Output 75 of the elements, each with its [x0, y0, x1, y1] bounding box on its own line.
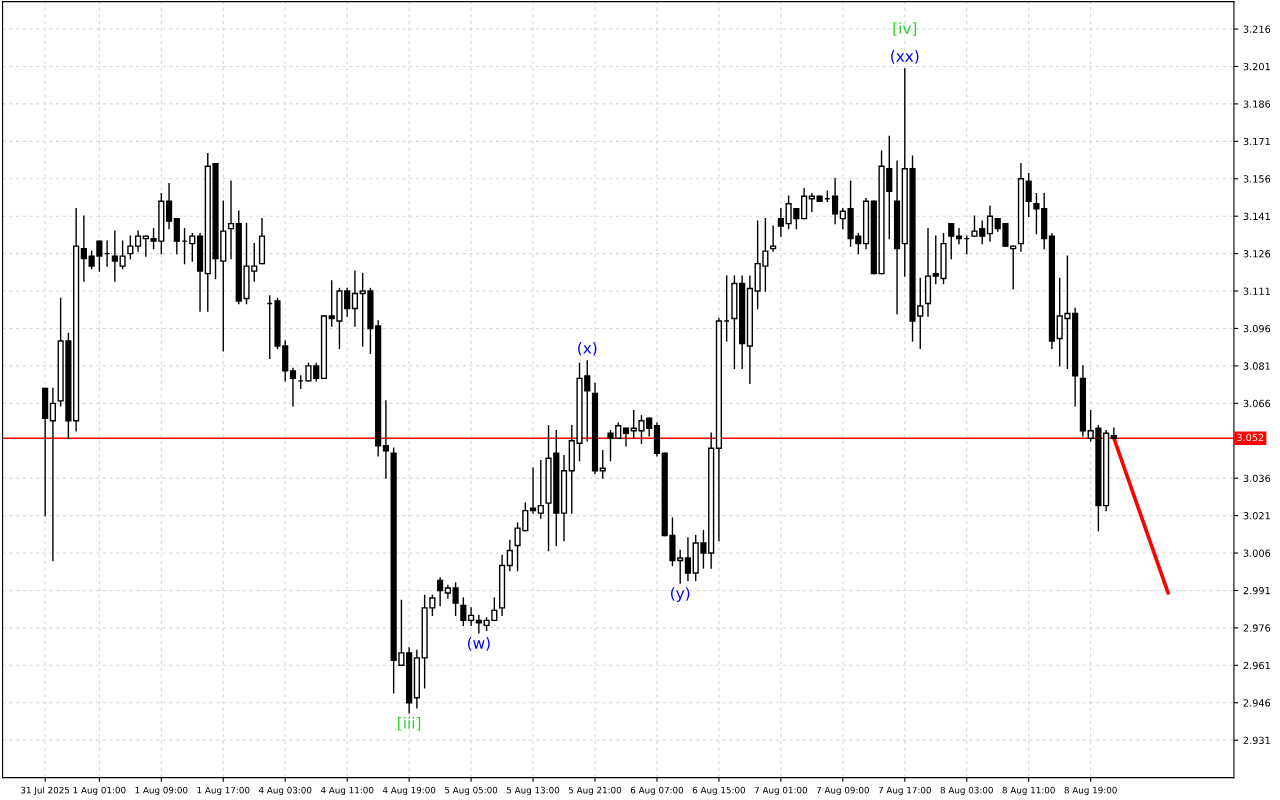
candlestick: [49, 387, 56, 562]
x-tick-label: 5 Aug 13:00: [507, 786, 560, 796]
y-tick-label: 3.066: [1243, 399, 1271, 408]
x-tick-label: 1 Aug 01:00: [73, 786, 126, 796]
candlestick: [119, 240, 126, 270]
candlestick: [801, 188, 808, 220]
candlestick: [468, 607, 475, 627]
x-tick-label: 4 Aug 03:00: [258, 786, 312, 796]
y-tick-label: 2.991: [1243, 586, 1270, 595]
y-tick-label: 3.216: [1243, 25, 1271, 33]
candlestick: [506, 539, 513, 572]
candlestick: [529, 467, 537, 514]
x-tick-label: 6 Aug 07:00: [630, 786, 684, 796]
x-tick-label: 1 Aug 09:00: [135, 786, 188, 796]
x-tick-label: 8 Aug 19:00: [1064, 786, 1117, 796]
candlestick: [165, 183, 173, 230]
candlestick: [831, 178, 839, 225]
annotation: (x): [578, 341, 597, 356]
candlestick: [777, 208, 784, 237]
ref-line-label: 3.052: [1237, 433, 1264, 442]
candlestick: [351, 270, 359, 327]
y-tick-label: 3.096: [1243, 324, 1271, 333]
candlestick: [437, 577, 444, 607]
candlestick: [80, 215, 87, 282]
y-tick-label: 2.931: [1243, 736, 1270, 744]
y-tick-label: 3.186: [1243, 100, 1271, 108]
x-tick-label: 5 Aug 21:00: [568, 786, 622, 796]
candlestick: [537, 460, 544, 519]
x-tick-label: 8 Aug 03:00: [940, 786, 993, 796]
y-tick-label: 3.006: [1243, 549, 1271, 557]
annotation: (y): [671, 587, 690, 602]
candlestick: [622, 427, 630, 447]
candlestick: [1025, 173, 1032, 217]
annotation: [iii]: [398, 716, 421, 731]
candlestick: [1110, 427, 1117, 439]
x-tick-label: 31 Jul 2025: [21, 786, 70, 796]
y-tick-label: 3.111: [1243, 287, 1270, 295]
candlestick: [111, 230, 118, 282]
candlestick: [173, 217, 180, 255]
y-tick-label: 2.976: [1243, 624, 1271, 632]
candlestick: [948, 222, 955, 260]
y-tick-label: 3.126: [1243, 250, 1271, 258]
annotation: (w): [467, 637, 490, 651]
candlestick: [127, 235, 134, 260]
x-tick-label: 7 Aug 01:00: [754, 786, 808, 796]
annotation: [iv]: [893, 22, 917, 36]
y-tick-label: 2.946: [1243, 699, 1271, 707]
candlestick: [289, 367, 297, 407]
y-tick-label: 3.201: [1243, 62, 1270, 71]
x-tick-label: 7 Aug 17:00: [878, 786, 931, 796]
annotation: (xx): [891, 50, 919, 64]
candlestick: [134, 230, 142, 252]
y-tick-label: 3.171: [1243, 137, 1270, 146]
y-tick-label: 3.141: [1243, 212, 1270, 221]
x-tick-label: 6 Aug 15:00: [692, 786, 746, 796]
candlestick: [684, 537, 692, 582]
candlestick: [770, 225, 777, 252]
y-tick-label: 3.021: [1243, 512, 1270, 520]
x-tick-label: 4 Aug 11:00: [320, 786, 374, 796]
candlestick: [460, 597, 467, 627]
x-tick-label: 1 Aug 17:00: [197, 786, 250, 796]
x-tick-label: 7 Aug 09:00: [816, 786, 869, 796]
y-tick-label: 3.081: [1243, 362, 1270, 370]
x-tick-label: 4 Aug 19:00: [382, 786, 436, 796]
candlestick: [955, 227, 963, 245]
candlestick: [452, 582, 459, 617]
candlestick: [227, 180, 235, 260]
x-tick-label: 8 Aug 11:00: [1002, 786, 1055, 796]
y-tick-label: 2.961: [1243, 661, 1270, 670]
candlestick: [986, 205, 994, 242]
x-tick-label: 5 Aug 05:00: [445, 786, 498, 796]
y-tick-label: 3.036: [1243, 474, 1271, 483]
y-tick-label: 3.156: [1243, 175, 1271, 183]
candlestick: [189, 232, 196, 262]
candlestick: [382, 400, 390, 479]
